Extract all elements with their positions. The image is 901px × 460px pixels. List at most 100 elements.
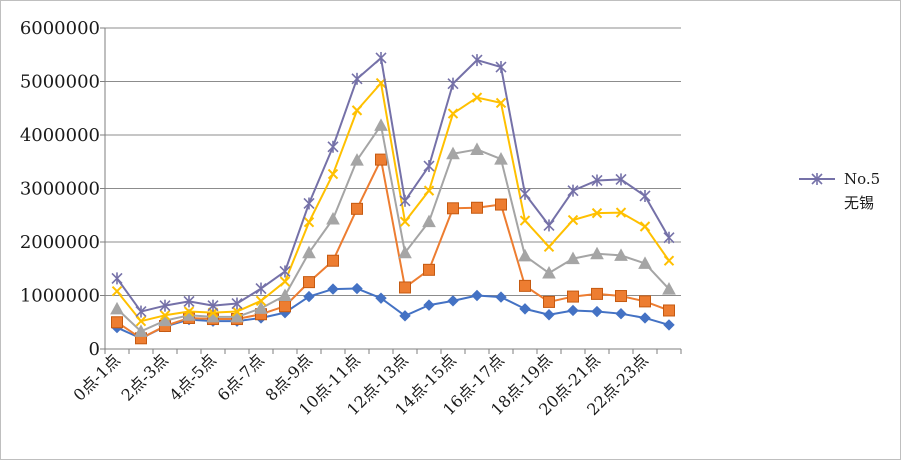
data-point	[519, 187, 531, 200]
data-point	[135, 305, 147, 318]
data-point	[567, 304, 579, 317]
data-point	[470, 142, 484, 155]
data-point	[543, 295, 555, 308]
data-point	[639, 189, 651, 202]
data-point	[567, 184, 579, 197]
data-point	[183, 295, 195, 308]
legend-label-line1: No.5	[844, 170, 880, 188]
data-point	[303, 290, 315, 303]
data-point-stroke	[639, 221, 651, 232]
data-point	[423, 160, 435, 173]
data-point	[111, 286, 123, 297]
data-point-stroke	[399, 216, 411, 227]
data-point	[663, 231, 675, 244]
data-point	[327, 140, 339, 153]
series-line	[116, 56, 670, 313]
data-point	[327, 283, 339, 295]
x-tick-label: 4点-5点	[166, 350, 220, 404]
data-point	[326, 211, 340, 225]
data-point	[110, 301, 124, 315]
data-point	[399, 310, 411, 322]
data-point-stroke	[447, 108, 459, 119]
y-tick-label: 1000000	[20, 286, 100, 307]
data-point	[615, 290, 627, 303]
data-point	[351, 72, 363, 85]
data-point	[811, 173, 823, 185]
data-point	[135, 315, 147, 327]
data-point-stroke	[303, 216, 315, 228]
data-point	[591, 287, 603, 300]
data-point	[183, 306, 195, 317]
data-point	[423, 299, 435, 311]
data-point	[519, 215, 531, 226]
data-point	[398, 245, 412, 259]
data-point	[638, 256, 652, 269]
data-point-stroke	[183, 306, 195, 317]
data-point	[279, 300, 291, 313]
data-point	[567, 290, 579, 303]
data-point	[158, 313, 172, 327]
data-point	[662, 282, 676, 295]
data-point	[542, 265, 556, 279]
data-point	[327, 168, 339, 180]
data-point	[615, 307, 627, 320]
data-point-stroke	[567, 214, 579, 226]
data-point	[399, 281, 411, 294]
data-point	[231, 297, 243, 310]
data-point	[159, 299, 171, 312]
series-4	[111, 51, 675, 318]
data-point	[663, 255, 675, 266]
data-point	[495, 97, 507, 109]
data-point-stroke	[135, 315, 147, 327]
data-point-stroke	[471, 92, 483, 103]
x-tick-label: 2点-3点	[118, 350, 172, 404]
data-point	[423, 263, 435, 276]
legend: No.5 无锡	[799, 170, 880, 212]
data-point-stroke	[327, 168, 339, 180]
y-tick-label: 2000000	[20, 232, 100, 253]
data-point	[159, 310, 171, 321]
data-point	[375, 51, 387, 64]
data-point	[399, 194, 411, 207]
y-tick-label: 4000000	[20, 125, 100, 146]
data-point	[303, 216, 315, 228]
series-0	[111, 282, 675, 345]
series-3	[111, 77, 675, 327]
data-point-stroke	[519, 215, 531, 226]
data-point	[591, 305, 603, 318]
data-point	[590, 246, 604, 260]
data-point	[615, 173, 627, 186]
data-point	[495, 291, 507, 303]
data-point-stroke	[591, 207, 603, 219]
data-point	[495, 61, 507, 74]
data-point	[303, 197, 315, 210]
data-point	[519, 303, 531, 315]
data-point-stroke	[279, 276, 291, 287]
data-point	[303, 276, 315, 289]
data-point	[446, 146, 460, 160]
data-point	[543, 309, 555, 321]
data-point	[399, 216, 411, 227]
data-point	[423, 185, 435, 196]
data-point	[374, 118, 388, 131]
y-tick-label: 5000000	[20, 72, 100, 93]
data-point	[278, 288, 292, 301]
data-point	[471, 54, 483, 67]
data-point	[566, 251, 580, 265]
data-point-stroke	[255, 295, 267, 307]
data-point	[302, 245, 316, 259]
series-layer	[110, 51, 676, 345]
data-point	[111, 272, 123, 285]
data-point	[327, 254, 339, 267]
data-point-stroke	[231, 306, 243, 317]
data-point	[663, 319, 675, 331]
data-point	[471, 201, 483, 214]
data-point	[351, 105, 363, 116]
data-point-stroke	[159, 310, 171, 321]
data-point	[134, 324, 148, 337]
data-point	[663, 304, 675, 317]
data-point	[591, 207, 603, 219]
data-point	[519, 279, 531, 292]
data-point	[639, 221, 651, 232]
